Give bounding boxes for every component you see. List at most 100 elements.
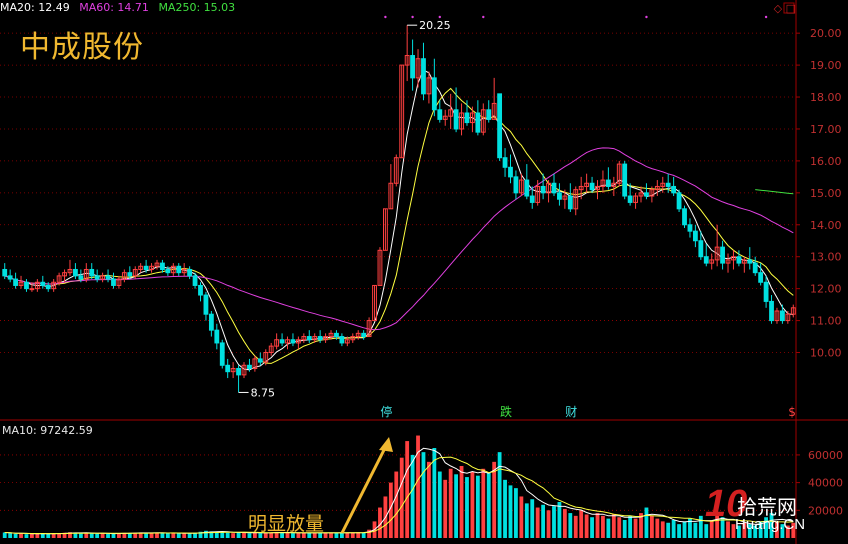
volume-bar: [68, 532, 72, 538]
candle-body: [29, 288, 35, 291]
volume-bar: [220, 531, 225, 538]
candle-body: [671, 185, 677, 194]
volume-bar: [111, 533, 116, 538]
candle-body: [605, 179, 611, 187]
candle-body: [393, 157, 399, 184]
event-marker: 停: [380, 404, 392, 419]
volume-bar: [127, 533, 132, 538]
price-tick-label: 14.00: [810, 219, 842, 232]
site-logo: 10 拾荒网 Huang.CN: [697, 483, 847, 543]
volume-bar: [117, 533, 121, 538]
candle-body: [73, 268, 78, 277]
candle-body: [464, 112, 470, 124]
candle-body: [34, 281, 40, 290]
candle-body: [399, 64, 405, 159]
volume-bar: [628, 515, 633, 538]
candle-body: [344, 339, 350, 344]
volume-bar: [611, 514, 616, 538]
volume-bar: [633, 518, 638, 538]
volume-bar: [758, 521, 763, 538]
volume-bar: [209, 531, 214, 538]
volume-bar: [601, 515, 605, 538]
volume-bar: [307, 533, 312, 538]
ma-legend: MA20: 12.49 MA60: 14.71 MA250: 15.03: [0, 1, 241, 14]
price-tick-label: 13.00: [810, 251, 842, 264]
volume-bar: [579, 510, 584, 538]
event-marker: 财: [565, 405, 577, 419]
candle-body: [208, 313, 214, 331]
ma5-line: [4, 69, 794, 371]
candle-body: [111, 278, 116, 286]
candle-body: [257, 358, 263, 363]
candle-body: [486, 109, 492, 120]
volume-bar: [46, 533, 51, 538]
candle-body: [339, 336, 345, 344]
arrow-head: [379, 437, 393, 452]
volume-bar: [301, 532, 306, 538]
candle-body: [687, 224, 693, 232]
volume-bar: [655, 518, 660, 538]
candle-body: [203, 294, 209, 315]
ma250-line: [755, 189, 794, 195]
corner-box: [783, 2, 795, 14]
volume-bar: [19, 533, 23, 538]
price-tick-label: 12.00: [810, 283, 842, 296]
candle-body: [535, 185, 541, 203]
candle-body: [285, 339, 290, 344]
candle-body: [51, 281, 57, 290]
candle-body: [219, 342, 225, 366]
candle-body: [442, 115, 448, 120]
candle-body: [660, 182, 666, 187]
volume-bar: [677, 524, 681, 538]
volume-bar: [312, 532, 317, 538]
volume-bar: [291, 533, 295, 538]
candle-body: [567, 195, 573, 210]
candle-body: [45, 284, 51, 290]
volume-bar: [443, 479, 448, 538]
candle-body: [334, 332, 339, 338]
volume-ma10-line: [4, 456, 794, 535]
volume-bar: [454, 474, 459, 538]
ma20-label: MA20: 12.49: [0, 1, 70, 14]
candle-body: [584, 182, 590, 187]
volume-bar: [617, 517, 622, 538]
volume-arrow: [340, 437, 393, 534]
candle-body: [698, 240, 704, 258]
candle-body: [622, 163, 628, 197]
candle-body: [198, 284, 203, 296]
square-icon[interactable]: □: [785, 2, 796, 15]
volume-bar: [432, 448, 437, 538]
candle-body: [306, 336, 312, 341]
candle-body: [301, 336, 307, 341]
diamond-icon[interactable]: ◇: [773, 2, 783, 15]
candle-body: [18, 281, 24, 286]
candle-body: [40, 281, 46, 286]
volume-bar: [541, 504, 546, 538]
candle-body: [720, 246, 725, 264]
volume-bar: [785, 525, 790, 538]
volume-legend: MA10: 97242.59: [2, 424, 93, 437]
candle-body: [181, 268, 187, 274]
corner-controls[interactable]: ◇ □: [774, 2, 796, 15]
volume-bar: [339, 533, 344, 538]
price-tick-label: 19.00: [810, 59, 842, 72]
volume-bar: [57, 533, 62, 538]
volume-bar: [465, 477, 469, 538]
volume-bar: [378, 507, 382, 538]
candle-body: [692, 230, 698, 242]
candle-body: [361, 332, 367, 338]
candle-body: [154, 262, 160, 267]
ma60-label: MA60: 14.71: [79, 1, 149, 14]
candle-body: [143, 265, 149, 270]
volume-bar: [639, 513, 643, 538]
volume-bar: [726, 521, 730, 538]
volume-bar: [775, 521, 779, 538]
volume-bar: [329, 532, 333, 538]
volume-bar: [269, 532, 274, 538]
candle-body: [192, 275, 198, 286]
volume-bar: [503, 479, 507, 538]
volume-bar: [405, 441, 410, 538]
candle-body: [388, 182, 394, 210]
candle-body: [774, 310, 780, 322]
volume-bar: [780, 524, 785, 538]
